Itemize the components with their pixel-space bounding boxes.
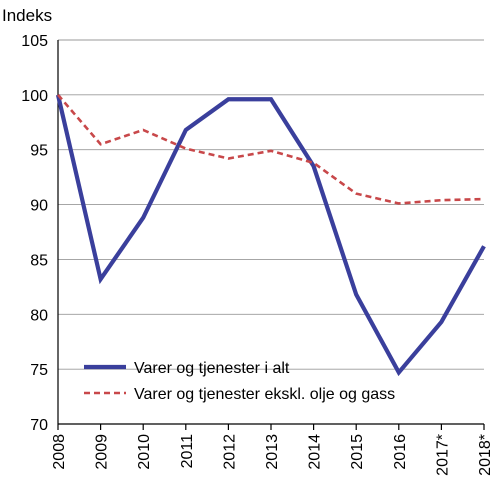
y-tick-label: 70 [30, 417, 48, 434]
x-tick-label: 2011 [179, 434, 196, 469]
y-tick-label: 90 [30, 198, 48, 215]
series-line-1 [55, 94, 486, 377]
y-tick-label: 85 [30, 252, 48, 269]
y-tick-label: 95 [30, 143, 48, 160]
y-tick-label: 75 [30, 362, 48, 379]
gridlines [58, 39, 484, 370]
y-tick-label: 105 [21, 33, 48, 50]
legend-label-2: Varer og tjenester ekskl. olje og gass [134, 386, 395, 403]
x-tick-label: 2017* [434, 434, 451, 476]
series-lines [55, 94, 486, 377]
x-tick-label: 2009 [94, 434, 111, 470]
x-tick-label: 2014 [307, 434, 324, 470]
y-axis-ticks: 70 75 80 85 90 95 100 105 [21, 33, 48, 434]
x-tick-label: 2008 [51, 434, 68, 470]
x-axis-ticks: 2008 2009 2010 2011 2012 2013 2014 2015 2016 2017… [51, 424, 494, 476]
x-tick-label: 2018* [477, 434, 494, 476]
series-line-2 [57, 94, 485, 205]
legend-label-1: Varer og tjenester i alt [134, 360, 290, 377]
x-tick-label: 2016 [392, 434, 409, 470]
legend: Varer og tjenester i alt Varer og tjenest… [84, 360, 395, 403]
x-tick-label: 2012 [221, 434, 238, 470]
y-axis-title: Indeks [2, 6, 52, 25]
x-tick-label: 2013 [264, 434, 281, 470]
x-tick-label: 2015 [349, 434, 366, 470]
y-tick-label: 100 [21, 88, 48, 105]
y-tick-label: 80 [30, 307, 48, 324]
x-tick-label: 2010 [136, 434, 153, 470]
